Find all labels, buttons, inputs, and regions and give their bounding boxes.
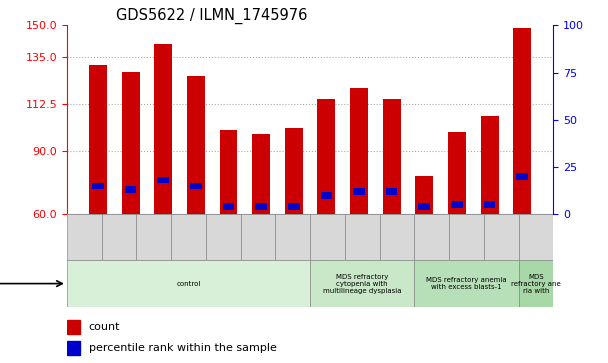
Bar [67, 261, 310, 307]
Bar [125, 186, 136, 193]
Bar [206, 214, 241, 261]
Bar [415, 176, 434, 214]
Bar [67, 320, 80, 334]
Bar [418, 203, 430, 210]
Bar [223, 203, 234, 210]
Bar [92, 183, 104, 189]
Bar [519, 214, 553, 261]
Bar [484, 201, 496, 208]
Bar [275, 214, 310, 261]
Bar [513, 28, 531, 214]
Bar [317, 99, 336, 214]
Text: percentile rank within the sample: percentile rank within the sample [89, 343, 277, 353]
Bar [414, 214, 449, 261]
Bar [241, 214, 275, 261]
Bar [353, 188, 365, 195]
Text: control: control [176, 281, 201, 287]
Bar [451, 201, 463, 208]
Text: MDS
refractory ane
ria with: MDS refractory ane ria with [511, 274, 561, 294]
Bar [310, 261, 414, 307]
Text: count: count [89, 322, 120, 332]
Bar [219, 130, 238, 214]
Bar [448, 132, 466, 214]
Bar [310, 214, 345, 261]
Bar [320, 192, 332, 199]
Bar [516, 173, 528, 180]
Text: MDS refractory anemia
with excess blasts-1: MDS refractory anemia with excess blasts… [426, 277, 506, 290]
Bar [190, 183, 202, 189]
Bar [484, 214, 519, 261]
Bar [288, 203, 300, 210]
Bar [252, 134, 270, 214]
Text: GDS5622 / ILMN_1745976: GDS5622 / ILMN_1745976 [116, 8, 307, 24]
Bar [67, 214, 102, 261]
Bar [449, 214, 484, 261]
Bar [187, 76, 205, 214]
Bar [350, 88, 368, 214]
Bar [122, 72, 140, 214]
Bar [386, 188, 398, 195]
Bar [255, 203, 267, 210]
Bar [379, 214, 414, 261]
Bar [345, 214, 379, 261]
Bar [102, 214, 136, 261]
Bar [171, 214, 206, 261]
Bar [154, 44, 172, 214]
Bar [480, 115, 499, 214]
Bar [136, 214, 171, 261]
Bar [382, 99, 401, 214]
Bar [89, 65, 107, 214]
Bar [67, 341, 80, 355]
Bar [519, 261, 553, 307]
Text: MDS refractory
cytopenia with
multilineage dysplasia: MDS refractory cytopenia with multilinea… [323, 274, 401, 294]
Bar [285, 128, 303, 214]
Bar [157, 177, 169, 184]
Bar [414, 261, 519, 307]
